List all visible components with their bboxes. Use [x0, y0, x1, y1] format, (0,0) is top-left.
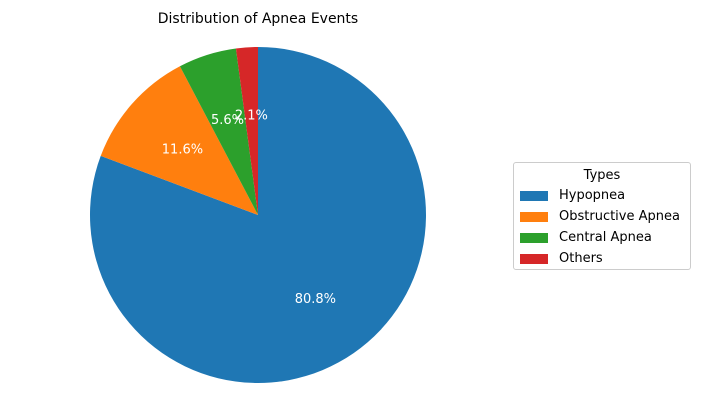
legend-label: Others: [559, 251, 603, 266]
legend-swatch: [520, 190, 548, 201]
chart-title: Distribution of Apnea Events: [158, 11, 358, 27]
legend: Types Hypopnea Obstructive Apnea Central A…: [513, 162, 691, 270]
pie-slice-hypopnea: [89, 47, 427, 384]
legend-item: Obstructive Apnea: [514, 206, 690, 227]
pie-slice-central-apnea: [179, 48, 258, 216]
pie-percent-label: 5.6%: [211, 113, 244, 128]
pie-slices: [89, 47, 427, 384]
legend-swatch: [520, 253, 548, 264]
legend-label: Hypopnea: [559, 188, 626, 203]
legend-swatch: [520, 232, 548, 243]
pie-slice-obstructive-apnea: [100, 66, 258, 216]
legend-label: Central Apnea: [559, 230, 652, 245]
legend-swatch: [520, 211, 548, 222]
legend-label: Obstructive Apnea: [559, 209, 680, 224]
legend-title: Types: [583, 168, 621, 183]
pie-slice-others: [235, 47, 258, 215]
legend-items: Hypopnea Obstructive Apnea Central Apnea Ot…: [514, 185, 690, 269]
legend-item: Hypopnea: [514, 185, 690, 206]
pie-percent-labels: 80.8% 11.6% 5.6%2.1%: [162, 108, 336, 306]
legend-item: Central Apnea: [514, 227, 690, 248]
pie-percent-label: 11.6%: [162, 142, 203, 157]
pie-percent-label: 80.8%: [295, 292, 336, 307]
pie-percent-label: 2.1%: [235, 108, 268, 123]
legend-item: Others: [514, 248, 690, 269]
